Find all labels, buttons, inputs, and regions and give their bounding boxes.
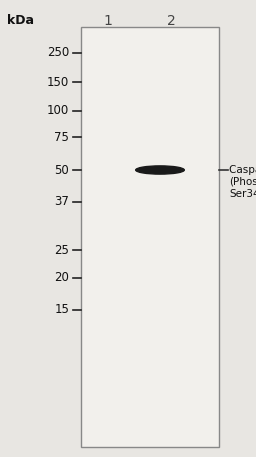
Ellipse shape: [136, 166, 184, 174]
Text: 250: 250: [47, 46, 69, 59]
Bar: [81, 27, 219, 447]
Text: 2: 2: [167, 14, 176, 27]
Text: 75: 75: [54, 131, 69, 143]
Text: kDa: kDa: [7, 14, 34, 27]
Text: 1: 1: [103, 14, 112, 27]
Text: Caspase 8
(Phospho-
Ser347): Caspase 8 (Phospho- Ser347): [229, 165, 256, 198]
Text: 20: 20: [54, 271, 69, 284]
Text: 50: 50: [54, 164, 69, 176]
Text: 25: 25: [54, 244, 69, 257]
Text: 100: 100: [47, 104, 69, 117]
Text: 15: 15: [54, 303, 69, 316]
Text: 150: 150: [47, 76, 69, 89]
Text: 37: 37: [54, 196, 69, 208]
